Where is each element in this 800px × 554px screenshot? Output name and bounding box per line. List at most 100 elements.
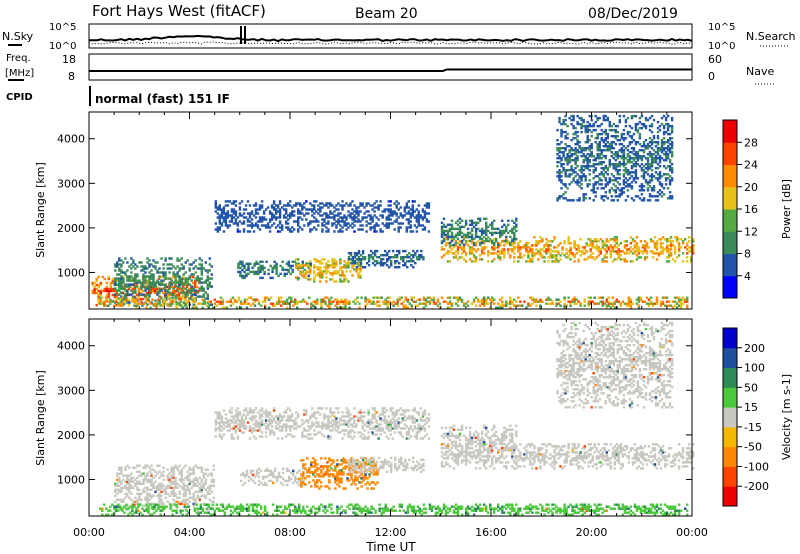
data-cell: [238, 214, 242, 217]
data-cell: [628, 141, 632, 144]
data-cell: [404, 262, 407, 265]
data-cell: [124, 486, 127, 490]
data-cell: [671, 300, 675, 303]
data-cell: [407, 200, 411, 203]
data-cell: [637, 248, 641, 251]
data-cell: [165, 296, 168, 299]
data-cell: [574, 159, 577, 162]
data-cell: [458, 231, 462, 235]
data-cell: [626, 179, 630, 182]
data-cell: [178, 279, 181, 282]
colorbar-tick-label: 4: [744, 270, 751, 283]
data-cell: [196, 295, 199, 298]
data-cell: [616, 181, 620, 184]
data-cell: [113, 300, 116, 303]
data-cell: [410, 258, 413, 261]
data-cell: [631, 252, 635, 255]
data-cell: [136, 482, 139, 486]
data-cell: [495, 306, 498, 309]
data-cell: [243, 270, 246, 274]
data-cell: [188, 267, 191, 270]
data-cell: [305, 270, 308, 273]
data-cell: [553, 246, 556, 249]
data-cell: [320, 300, 323, 303]
data-cell: [133, 283, 137, 287]
data-cell: [592, 191, 595, 194]
data-cell: [409, 208, 413, 211]
data-cell: [194, 289, 197, 292]
data-cell: [557, 302, 560, 305]
data-cell: [174, 494, 177, 498]
data-cell: [564, 147, 567, 150]
data-cell: [421, 210, 425, 213]
data-cell: [464, 233, 468, 237]
data-cell: [192, 466, 195, 469]
data-cell: [200, 490, 204, 494]
data-cell: [620, 157, 624, 160]
data-cell: [531, 252, 534, 255]
data-cell: [387, 214, 390, 217]
data-cell: [192, 482, 195, 486]
data-cell: [277, 300, 281, 303]
data-cell: [634, 153, 638, 156]
data-cell: [317, 268, 320, 271]
data-cell: [193, 300, 196, 303]
data-cell: [293, 260, 296, 264]
data-cell: [579, 250, 582, 253]
data-cell: [375, 230, 378, 233]
data-cell: [134, 267, 137, 270]
data-cell: [630, 135, 634, 138]
data-cell: [622, 187, 626, 190]
data-cell: [485, 302, 488, 305]
data-cell: [274, 204, 278, 207]
data-cell: [557, 250, 560, 253]
data-cell: [598, 145, 601, 148]
data-cell: [109, 283, 113, 287]
data-cell: [216, 228, 220, 231]
data-cell: [142, 480, 145, 484]
data-cell: [440, 256, 444, 259]
data-cell: [686, 252, 689, 255]
data-cell: [140, 498, 143, 502]
data-cell: [198, 490, 201, 494]
data-cell: [631, 302, 635, 305]
data-cell: [118, 269, 121, 272]
data-cell: [385, 208, 388, 211]
data-cell: [454, 254, 458, 257]
data-cell: [511, 229, 514, 233]
data-cell: [491, 233, 494, 237]
data-cell: [507, 242, 510, 245]
data-cell: [261, 475, 265, 479]
data-cell: [489, 223, 492, 227]
data-cell: [468, 248, 472, 251]
data-cell: [333, 280, 336, 283]
data-cell: [124, 283, 127, 286]
data-cell: [517, 260, 520, 263]
data-cell: [662, 187, 666, 190]
data-cell: [124, 273, 127, 276]
data-cell: [567, 300, 570, 303]
data-cell: [595, 244, 598, 247]
data-cell: [180, 472, 183, 475]
data-cell: [666, 147, 670, 150]
data-cell: [331, 212, 334, 215]
data-cell: [388, 256, 391, 259]
data-cell: [547, 244, 550, 247]
data-cell: [413, 210, 417, 213]
data-cell: [618, 195, 622, 198]
data-cell: [613, 306, 617, 309]
data-cell: [243, 481, 247, 485]
data-cell: [458, 229, 462, 233]
data-cell: [402, 258, 405, 261]
data-cell: [377, 256, 381, 259]
data-cell: [248, 214, 252, 217]
data-cell: [650, 130, 654, 134]
data-cell: [593, 238, 596, 241]
data-cell: [670, 141, 674, 144]
data-cell: [379, 228, 382, 231]
data-cell: [118, 283, 121, 286]
data-cell: [576, 130, 579, 134]
data-cell: [668, 195, 672, 198]
data-cell: [640, 183, 644, 186]
data-cell: [407, 210, 411, 213]
